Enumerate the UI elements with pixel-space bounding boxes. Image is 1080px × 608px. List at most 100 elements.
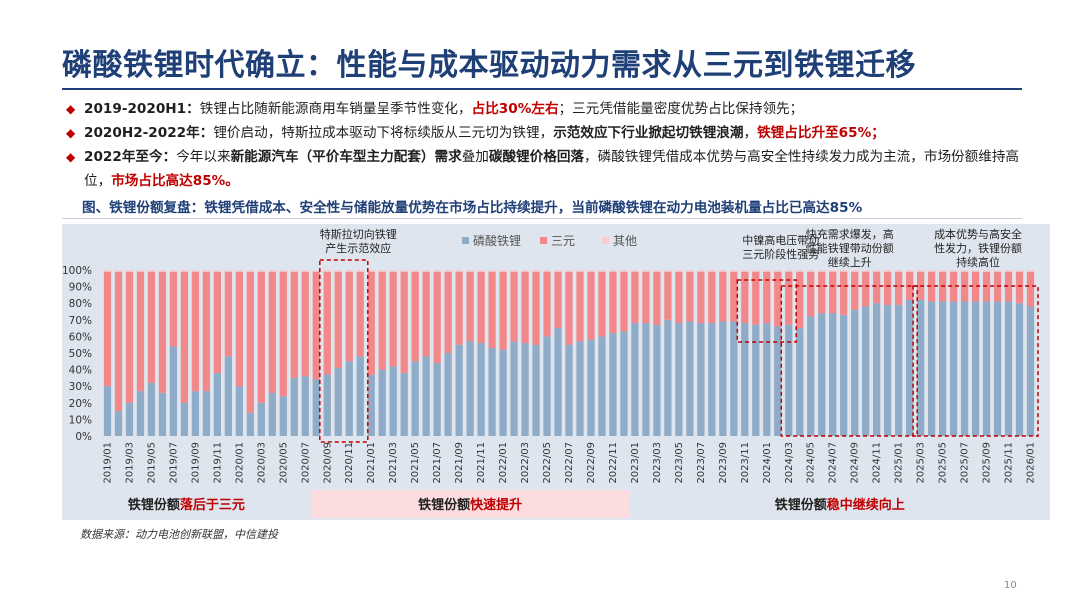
bar-lfp — [444, 353, 452, 436]
y-tick-label: 80% — [69, 298, 92, 310]
phase-label-highlight: 稳中继续向上 — [827, 497, 905, 513]
legend-swatch — [540, 237, 547, 244]
x-tick-label: 2022/07 — [564, 442, 575, 484]
bar-lfp — [532, 344, 540, 436]
bar-other — [971, 270, 980, 272]
bar-other — [807, 270, 815, 272]
bar-other — [103, 270, 112, 272]
bar-other — [906, 270, 914, 272]
bullet-highlight: 占比30%左右 — [471, 101, 559, 117]
bar-ncm — [224, 271, 232, 357]
bar-other — [268, 270, 276, 272]
bar-ncm — [191, 271, 200, 392]
bar-other — [719, 270, 727, 272]
bar-ncm — [521, 271, 529, 344]
y-tick-label: 0% — [75, 431, 92, 443]
bar-other — [202, 270, 211, 272]
bar-other — [675, 270, 683, 272]
bar-other — [554, 270, 562, 272]
bar-other — [510, 270, 518, 272]
bar-other — [851, 270, 859, 272]
bar-other — [653, 270, 661, 272]
y-tick-label: 10% — [69, 414, 92, 426]
y-tick-label: 60% — [69, 331, 92, 343]
bullet-heading: 2019-2020H1： — [84, 101, 200, 117]
bar-other — [873, 270, 881, 272]
bar-lfp — [477, 343, 485, 436]
bullet-text: ；三元凭借能量密度优势占比保持领先； — [558, 101, 804, 117]
bullet-heading: 2022年至今： — [84, 149, 177, 165]
x-tick-label: 2022/11 — [608, 442, 619, 484]
bar-other — [895, 270, 903, 272]
bar-other — [235, 270, 243, 272]
bar-lfp — [367, 374, 375, 436]
chart-annotation: 持续高位 — [956, 255, 1000, 269]
bar-ncm — [268, 271, 276, 393]
page-number: 10 — [1004, 580, 1017, 591]
bar-lfp — [829, 313, 837, 436]
bar-lfp — [422, 356, 430, 436]
x-tick-label: 2020/05 — [278, 442, 289, 484]
bullet-list: ◆ 2019-2020H1：铁锂占比随新能源商用车销量呈季节性变化，占比30%左右… — [66, 97, 1026, 193]
bar-other — [543, 270, 551, 272]
x-tick-label: 2022/01 — [498, 442, 509, 484]
bar-other — [521, 270, 529, 272]
bar-lfp — [1015, 303, 1024, 436]
bar-lfp — [334, 367, 342, 436]
bar-other — [301, 270, 309, 272]
y-tick-label: 100% — [62, 265, 92, 277]
bar-other — [213, 270, 221, 272]
bar-ncm — [807, 271, 815, 317]
bar-lfp — [235, 386, 243, 436]
bar-ncm — [719, 271, 727, 322]
chart-panel: 0% 10% 20% 30% 40% 50% 60% 70% 80% 90% 100% 2019/01… — [62, 224, 1050, 520]
bar-lfp — [323, 374, 331, 436]
bar-ncm — [466, 271, 474, 342]
bar-other — [949, 270, 958, 272]
bar-lfp — [862, 306, 870, 436]
bar-lfp — [993, 301, 1002, 436]
x-tick-label: 2024/11 — [872, 442, 883, 484]
x-tick-label: 2023/11 — [740, 442, 751, 484]
bar-other — [818, 270, 826, 272]
bar-lfp — [982, 301, 991, 436]
bar-lfp — [202, 391, 211, 436]
bar-ncm — [158, 271, 167, 393]
bullet-item: ◆ 2022年至今：今年以来新能源汽车（平价车型主力配套）需求叠加碳酸锂价格回落，… — [66, 145, 1026, 193]
bar-lfp — [158, 392, 167, 436]
bar-ncm — [323, 271, 331, 375]
bar-ncm — [840, 271, 848, 315]
bar-other — [334, 270, 342, 272]
bar-ncm — [488, 271, 496, 349]
chart-annotation: 性发力，铁锂份额 — [934, 241, 1022, 255]
bar-other — [389, 270, 397, 272]
bar-other — [1004, 270, 1013, 272]
bar-lfp — [796, 328, 804, 436]
bar-other — [1026, 270, 1035, 272]
bar-lfp — [290, 377, 298, 436]
phase-band-1 — [62, 490, 311, 518]
bar-ncm — [345, 271, 353, 362]
bullet-highlight: 铁锂占比升至65%； — [757, 125, 885, 141]
bar-lfp — [147, 382, 156, 436]
bar-other — [279, 270, 287, 272]
bar-other — [982, 270, 991, 272]
phase-label: 铁锂份额稳中继续向上 — [774, 497, 905, 513]
bar-lfp — [312, 379, 320, 436]
bar-lfp — [389, 366, 397, 436]
bar-lfp — [301, 376, 309, 436]
y-tick-label: 20% — [69, 398, 92, 410]
highlight-box — [912, 285, 1039, 437]
x-tick-label: 2022/03 — [520, 442, 531, 484]
phase-band-2 — [310, 490, 630, 518]
chart-annotation: 继续上升 — [828, 255, 872, 269]
legend-swatch — [462, 237, 469, 244]
bar-ncm — [378, 271, 386, 370]
bar-other — [158, 270, 167, 272]
x-tick-label: 2024/09 — [850, 442, 861, 484]
bar-ncm — [796, 271, 804, 329]
bar-ncm — [334, 271, 342, 368]
bar-other — [422, 270, 430, 272]
bar-other — [323, 270, 331, 272]
x-tick-label: 2026/01 — [1026, 442, 1037, 484]
